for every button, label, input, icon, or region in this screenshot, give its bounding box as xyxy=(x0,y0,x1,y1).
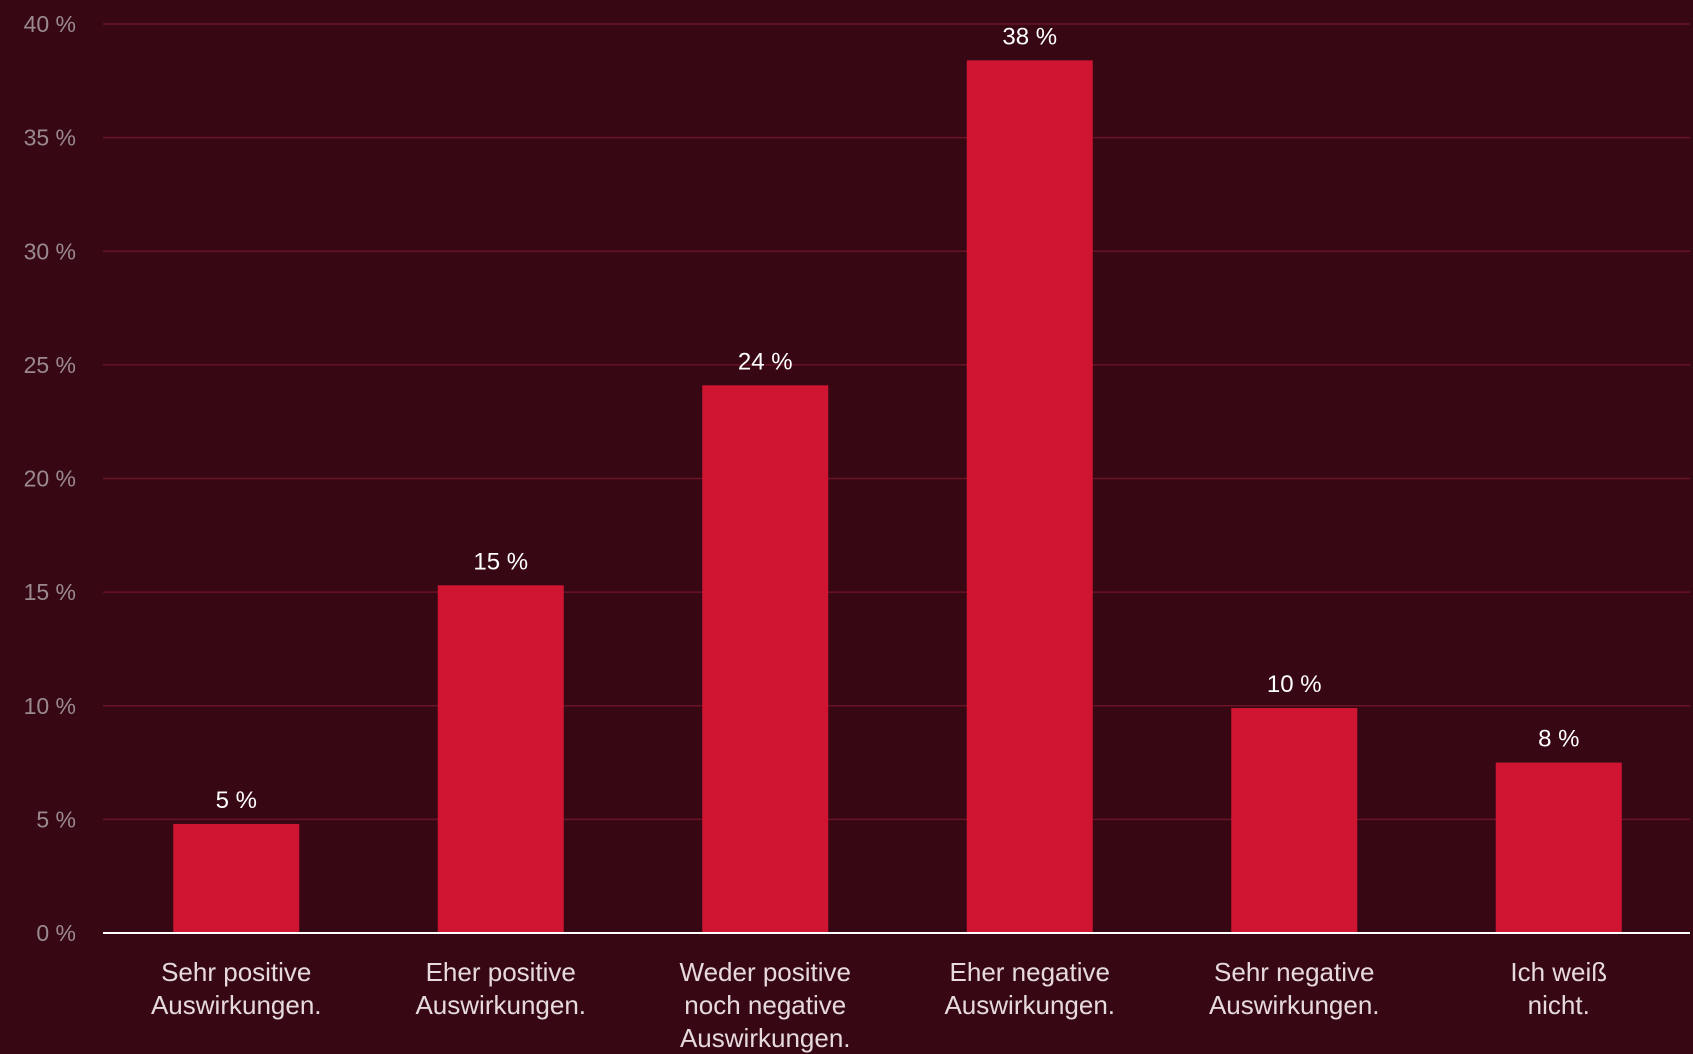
y-tick-label: 15 % xyxy=(24,579,76,605)
x-tick-label: Ich weiß nicht. xyxy=(1510,957,1607,1020)
x-tick-label: Eher negative Auswirkungen. xyxy=(944,957,1115,1020)
x-tick-label: Sehr positive Auswirkungen. xyxy=(151,957,322,1020)
x-tick-label-line: Eher negative xyxy=(950,957,1110,987)
bar xyxy=(966,60,1093,934)
data-label: 38 % xyxy=(1002,23,1057,50)
grid-lines xyxy=(103,23,1690,821)
y-tick-label: 40 % xyxy=(24,11,76,37)
y-tick-label: 25 % xyxy=(24,352,76,378)
y-tick-label: 30 % xyxy=(24,238,76,264)
x-tick-label-line: Sehr negative xyxy=(1214,957,1374,987)
x-tick-label: Sehr negative Auswirkungen. xyxy=(1209,957,1380,1020)
x-tick-label-line: Auswirkungen. xyxy=(1209,990,1380,1020)
y-tick-label: 5 % xyxy=(36,806,76,832)
x-tick-label-line: Ich weiß xyxy=(1510,957,1607,987)
y-tick-label: 0 % xyxy=(36,920,76,946)
data-label: 10 % xyxy=(1267,671,1322,698)
y-tick-label: 35 % xyxy=(24,125,76,151)
y-tick-label: 20 % xyxy=(24,466,76,492)
bar xyxy=(173,823,300,933)
bar xyxy=(1231,708,1358,933)
x-tick-label-line: Auswirkungen. xyxy=(944,990,1115,1020)
x-tick-label-line: Auswirkungen. xyxy=(415,990,586,1020)
data-label: 15 % xyxy=(473,548,528,575)
x-tick-label-line: nicht. xyxy=(1528,990,1590,1020)
x-tick-label-line: Sehr positive xyxy=(161,957,311,987)
bars xyxy=(173,60,1622,934)
x-tick-label-line: Auswirkungen. xyxy=(680,1023,851,1053)
bar xyxy=(437,585,564,933)
x-tick-label-line: Eher positive xyxy=(426,957,576,987)
data-label: 24 % xyxy=(738,348,793,375)
bar xyxy=(702,385,829,933)
data-label: 8 % xyxy=(1538,726,1579,753)
x-tick-label-line: Weder positive xyxy=(680,957,852,987)
data-label: 5 % xyxy=(216,787,257,814)
bar xyxy=(1495,762,1622,933)
x-tick-label-line: Auswirkungen. xyxy=(151,990,322,1020)
y-tick-label: 10 % xyxy=(24,693,76,719)
x-tick-label: Eher positive Auswirkungen. xyxy=(415,957,586,1020)
x-tick-label-line: noch negative xyxy=(684,990,846,1020)
labels: 0 % 5 % 10 % 15 % 20 % 25 % 30 % 35 % 40 % 5 % Seh… xyxy=(24,11,1608,1053)
x-tick-label: Weder positive noch negative Auswirkungen. xyxy=(680,957,852,1053)
